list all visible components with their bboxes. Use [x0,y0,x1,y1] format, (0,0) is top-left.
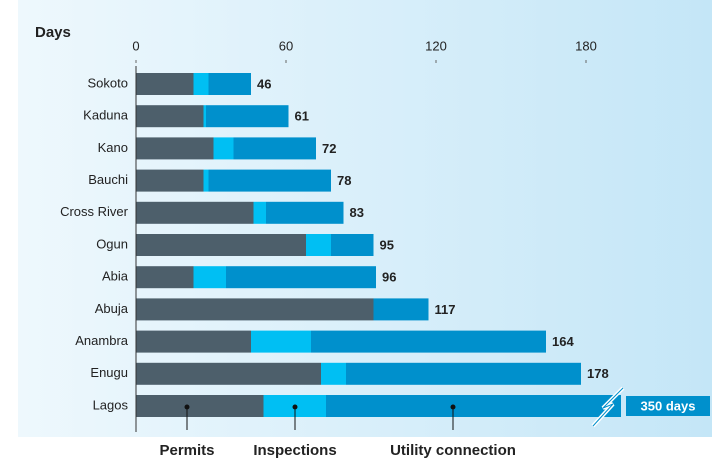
value-label: 83 [350,205,364,220]
bar-segment [136,73,194,95]
bar-segment [193,266,226,289]
value-label: 117 [435,302,456,317]
bar-segment [136,137,214,160]
bar-segment [253,201,266,224]
bar-segment [203,169,209,192]
value-label: 350 days [641,398,696,413]
x-tick-label: 60 [279,38,293,53]
bar-segment [311,330,546,353]
bar-segment [136,201,254,224]
bar-segment [233,137,316,160]
bar-segment [373,298,429,321]
bar-segment [136,362,321,385]
bar-segment [306,234,331,256]
bar-segment [346,362,581,385]
bar-segment [136,105,204,128]
value-label: 164 [552,334,574,349]
value-label: 178 [587,366,609,381]
bar-segment [136,169,204,192]
y-tick-label: Ogun [96,236,128,251]
value-label: 61 [295,109,309,124]
bar-segment [326,395,621,417]
bar-segment [203,105,206,128]
axis-break [592,387,624,427]
x-tick-label: 180 [575,38,597,53]
bar-segment [206,105,289,128]
bar-segment [136,395,264,417]
y-tick-label: Anambra [75,333,129,348]
bar-segment [208,169,331,192]
y-tick-label: Kano [98,140,128,155]
y-tick-label: Cross River [60,204,129,219]
bar-segment [193,73,209,95]
value-label-box [626,396,710,416]
y-tick-label: Abia [102,269,129,284]
bar-segment [136,234,306,256]
value-label: 96 [382,270,396,285]
axis-title: Days [35,24,71,41]
value-label: 46 [257,76,271,91]
bar-segment [136,298,374,321]
bar-segment [321,362,346,385]
value-label: 72 [322,141,336,156]
value-label: 78 [337,173,351,188]
bar-segment [331,234,374,256]
bar-segment [208,73,251,95]
legend-label: Utility connection [390,442,516,459]
legend-label: Inspections [253,442,336,459]
bar-segment [213,137,234,160]
x-tick-label: 120 [425,38,447,53]
bar-segment [226,266,376,289]
bar-segment [136,266,194,289]
value-label: 95 [380,237,394,252]
bar-segment [136,330,251,353]
bar-segment [251,330,311,353]
y-tick-label: Enugu [90,365,128,380]
y-tick-label: Abuja [95,301,129,316]
y-tick-label: Lagos [93,397,129,412]
y-tick-label: Sokoto [88,75,128,90]
legend-label: Permits [159,442,214,459]
bar-segment [266,201,344,224]
y-tick-label: Bauchi [88,172,128,187]
x-tick-label: 0 [132,38,139,53]
y-tick-label: Kaduna [83,108,129,123]
